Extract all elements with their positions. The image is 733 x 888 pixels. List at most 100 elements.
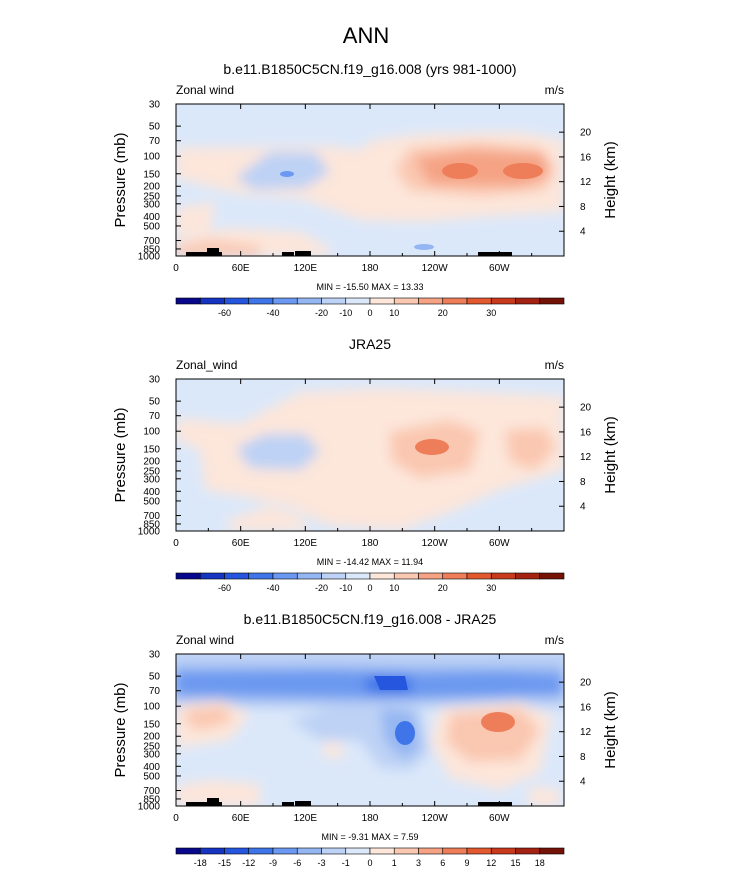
colorbar-swatch (393, 572, 419, 580)
y-tick-label: 250 (143, 191, 160, 202)
colorbar-swatch (321, 572, 347, 580)
colorbar: -60 -40 -20 -10 0 10 20 30 (175, 297, 565, 318)
colorbar-label: -9 (269, 858, 277, 868)
x-tick-label: 120E (294, 813, 318, 824)
x-tick-label: 120E (294, 538, 318, 549)
colorbar-swatch (224, 572, 250, 580)
colorbar-swatch (418, 847, 444, 855)
colorbar-swatch (321, 847, 347, 855)
colorbar-swatch (272, 847, 298, 855)
x-tick-label: 120W (422, 813, 449, 824)
colorbar-label: 20 (438, 308, 448, 318)
colorbar-label: -1 (342, 858, 350, 868)
y-tick-label: 850 (143, 244, 160, 255)
colorbar-swatch (175, 847, 201, 855)
height-tick-label: 12 (580, 452, 592, 463)
panel-jra25: JRA25 Zonal_wind m/s 0 60E 120E 180 120W 60W 3… (112, 336, 619, 593)
y-tick-label: 700 (143, 786, 160, 797)
y-axis-title: Pressure (mb) (112, 682, 129, 777)
colorbar-swatch (466, 297, 492, 305)
colorbar: -18 -15 -12 -9 -6 -3 -1 0 1 3 6 9 12 15 18 (175, 847, 565, 868)
y-tick-label: 50 (149, 122, 161, 133)
colorbar-label: -10 (339, 308, 352, 318)
colorbar-label: -12 (242, 858, 255, 868)
colorbar-swatch (175, 297, 201, 305)
colorbar-swatch (272, 297, 298, 305)
colorbar-label: 9 (464, 858, 469, 868)
colorbar-swatch (296, 847, 322, 855)
y-tick-label: 250 (143, 741, 160, 752)
colorbar-label: -15 (218, 858, 231, 868)
panel-difference: b.e11.B1850C5CN.f19_g16.008 - JRA25 Zona… (112, 611, 619, 868)
height-tick-label: 16 (580, 152, 592, 163)
right-axis-title: Height (km) (602, 416, 619, 494)
colorbar-label: -18 (194, 858, 207, 868)
y-tick-label: 850 (143, 519, 160, 530)
y-tick-label: 500 (143, 496, 160, 507)
colorbar-swatch (418, 297, 444, 305)
y-tick-label: 400 (143, 762, 160, 773)
height-tick-label: 4 (580, 502, 586, 513)
y-axis-title: Pressure (mb) (112, 407, 129, 502)
colorbar-label: -20 (315, 308, 328, 318)
x-tick-label: 60E (232, 813, 250, 824)
colorbar-label: 1 (392, 858, 397, 868)
right-axis-title: Height (km) (602, 141, 619, 219)
contour-field (176, 379, 564, 531)
colorbar-label: 0 (367, 583, 372, 593)
colorbar-label: 15 (510, 858, 520, 868)
colorbar-swatch (199, 847, 225, 855)
x-tick-label: 60W (489, 263, 510, 274)
colorbar-swatch (515, 847, 541, 855)
colorbar-label: 20 (438, 583, 448, 593)
y-tick-label: 30 (149, 375, 161, 386)
colorbar-swatch (442, 297, 468, 305)
colorbar-swatch (345, 572, 371, 580)
colorbar-swatch (248, 297, 274, 305)
colorbar-swatch (248, 847, 274, 855)
colorbar-swatch (175, 572, 201, 580)
x-tick-label: 60W (489, 813, 510, 824)
x-tick-label: 0 (173, 813, 179, 824)
colorbar-label: 3 (416, 858, 421, 868)
colorbar-swatch (296, 572, 322, 580)
x-tick-label: 0 (173, 538, 179, 549)
y-tick-label: 300 (143, 199, 160, 210)
colorbar-swatch (490, 847, 516, 855)
colorbar-swatch (466, 572, 492, 580)
y-tick-label: 1000 (138, 802, 161, 813)
colorbar-label: 12 (486, 858, 496, 868)
colorbar-swatch (515, 297, 541, 305)
x-tick-label: 180 (362, 538, 379, 549)
panel-title: b.e11.B1850C5CN.f19_g16.008 (yrs 981-100… (223, 61, 516, 77)
stats-label: MIN = -14.42 MAX = 11.94 (317, 557, 423, 567)
x-tick-label: 60E (232, 263, 250, 274)
colorbar-swatch (369, 847, 395, 855)
units-label: m/s (545, 83, 564, 97)
x-tick-label: 180 (362, 263, 379, 274)
x-tick-label: 120E (294, 263, 318, 274)
colorbar-swatch (442, 847, 468, 855)
y-tick-label: 700 (143, 511, 160, 522)
y-tick-label: 150 (143, 719, 160, 730)
height-tick-label: 20 (580, 128, 592, 139)
panel-title: JRA25 (349, 336, 391, 352)
colorbar-swatch (539, 572, 565, 580)
variable-label: Zonal wind (176, 83, 234, 97)
colorbar-swatch (224, 297, 250, 305)
colorbar-swatch (539, 297, 565, 305)
y-tick-label: 300 (143, 749, 160, 760)
colorbar-swatch (272, 572, 298, 580)
y-tick-label: 50 (149, 672, 161, 683)
colorbar-swatch (515, 572, 541, 580)
colorbar-swatch (393, 847, 419, 855)
colorbar-swatch (345, 847, 371, 855)
colorbar-label: -3 (317, 858, 325, 868)
height-tick-label: 12 (580, 177, 592, 188)
y-tick-label: 150 (143, 444, 160, 455)
height-tick-label: 8 (580, 477, 586, 488)
colorbar-label: 30 (486, 583, 496, 593)
colorbar-label: -10 (339, 583, 352, 593)
colorbar-label: -60 (218, 308, 231, 318)
y-tick-label: 400 (143, 487, 160, 498)
